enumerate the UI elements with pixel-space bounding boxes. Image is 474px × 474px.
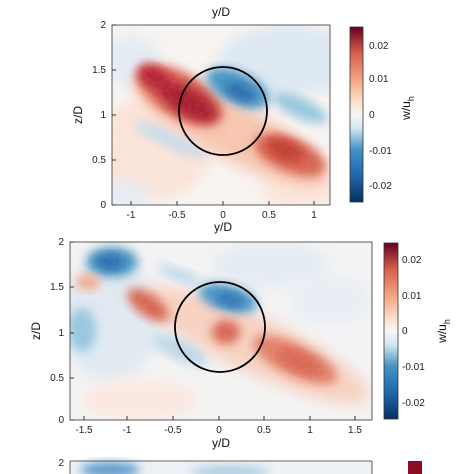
rotor-outline	[174, 281, 266, 373]
heatmap-coldspot	[190, 466, 270, 474]
colorbar-label: w/uh	[399, 96, 416, 121]
heatmap-coldspot	[80, 462, 140, 474]
colorbar-tick-label: 0.01	[402, 291, 422, 302]
y-tick-label: 0	[100, 200, 106, 211]
panel-middle-colorbar: 0.02 0.01 0 -0.01 -0.02 w/uh	[383, 242, 452, 420]
heatmap-noise	[70, 242, 372, 420]
colorbar-tick-label: -0.02	[369, 181, 392, 192]
x-tick-label: 1	[311, 210, 317, 221]
y-axis-label: z/D	[71, 106, 85, 124]
x-tick-label: -0.5	[168, 210, 186, 221]
y-tick-label: 0	[58, 415, 64, 426]
top-xlabel: y/D	[212, 5, 230, 19]
x-tick-label: -1.5	[75, 425, 93, 436]
y-tick-label: 2	[100, 20, 106, 31]
y-tick-label: 2	[58, 458, 64, 469]
panel-middle-yaxis: 0 0.5 1 1.5 2 z/D	[29, 237, 74, 426]
colorbar-tick-label: 0	[369, 110, 375, 121]
colorbar-tick-label: -0.02	[402, 398, 425, 409]
y-tick-label: 0.5	[92, 155, 106, 166]
x-tick-label: 0	[220, 210, 226, 221]
panel-middle: 0 0.5 1 1.5 2 z/D -1.5 -1 -0.5 0 0.5 1 1…	[29, 237, 452, 450]
y-tick-label: 1	[100, 110, 106, 121]
x-axis-label: y/D	[214, 220, 232, 234]
y-tick-label: 1	[58, 328, 64, 339]
x-tick-label: 1.5	[348, 425, 362, 436]
x-axis-label: y/D	[212, 436, 230, 450]
heatmap-noise	[112, 25, 330, 205]
colorbar-tick-label: 0.02	[369, 41, 389, 52]
y-tick-label: 0.5	[50, 373, 64, 384]
panel-middle-heatmap	[70, 242, 372, 420]
colorbar-tick-label: 0.01	[369, 74, 389, 85]
y-tick-label: 2	[58, 237, 64, 248]
colorbar-tick-label: -0.01	[402, 362, 425, 373]
panel-top: 0 0.5 1 1.5 2 z/D -1 -0.5 0 0.5 1 y/D 0.…	[71, 20, 416, 234]
colorbar-label: w/uh	[435, 319, 452, 344]
colorbar-tick-label: -0.01	[369, 146, 392, 157]
y-axis-label: z/D	[29, 322, 43, 340]
x-tick-label: 0	[216, 425, 222, 436]
panel-middle-frame	[69, 241, 373, 421]
colorbar-tick-label: 0	[402, 326, 408, 337]
x-tick-label: 0.5	[262, 210, 276, 221]
colorbar	[408, 461, 422, 474]
panel-top-heatmap	[112, 25, 330, 205]
rotor-outline	[178, 66, 268, 156]
panel-bottom-cropped: 2	[58, 458, 422, 474]
x-tick-label: 0.5	[257, 425, 271, 436]
colorbar-tick-label: 0.02	[402, 255, 422, 266]
panel-top-colorbar: 0.02 0.01 0 -0.01 -0.02 w/uh	[349, 26, 416, 203]
colorbar	[383, 242, 399, 420]
panel-top-xaxis: -1 -0.5 0 0.5 1 y/D	[127, 201, 317, 234]
colorbar	[349, 26, 364, 203]
y-tick-label: 1.5	[92, 65, 106, 76]
x-tick-label: -0.5	[164, 425, 182, 436]
x-tick-label: -1	[123, 425, 132, 436]
y-tick-label: 1.5	[50, 282, 64, 293]
panel-top-yaxis: 0 0.5 1 1.5 2 z/D	[71, 20, 116, 211]
x-tick-label: -1	[127, 210, 136, 221]
panel-middle-xaxis: -1.5 -1 -0.5 0 0.5 1 1.5 y/D	[75, 416, 362, 450]
x-tick-label: 1	[307, 425, 313, 436]
